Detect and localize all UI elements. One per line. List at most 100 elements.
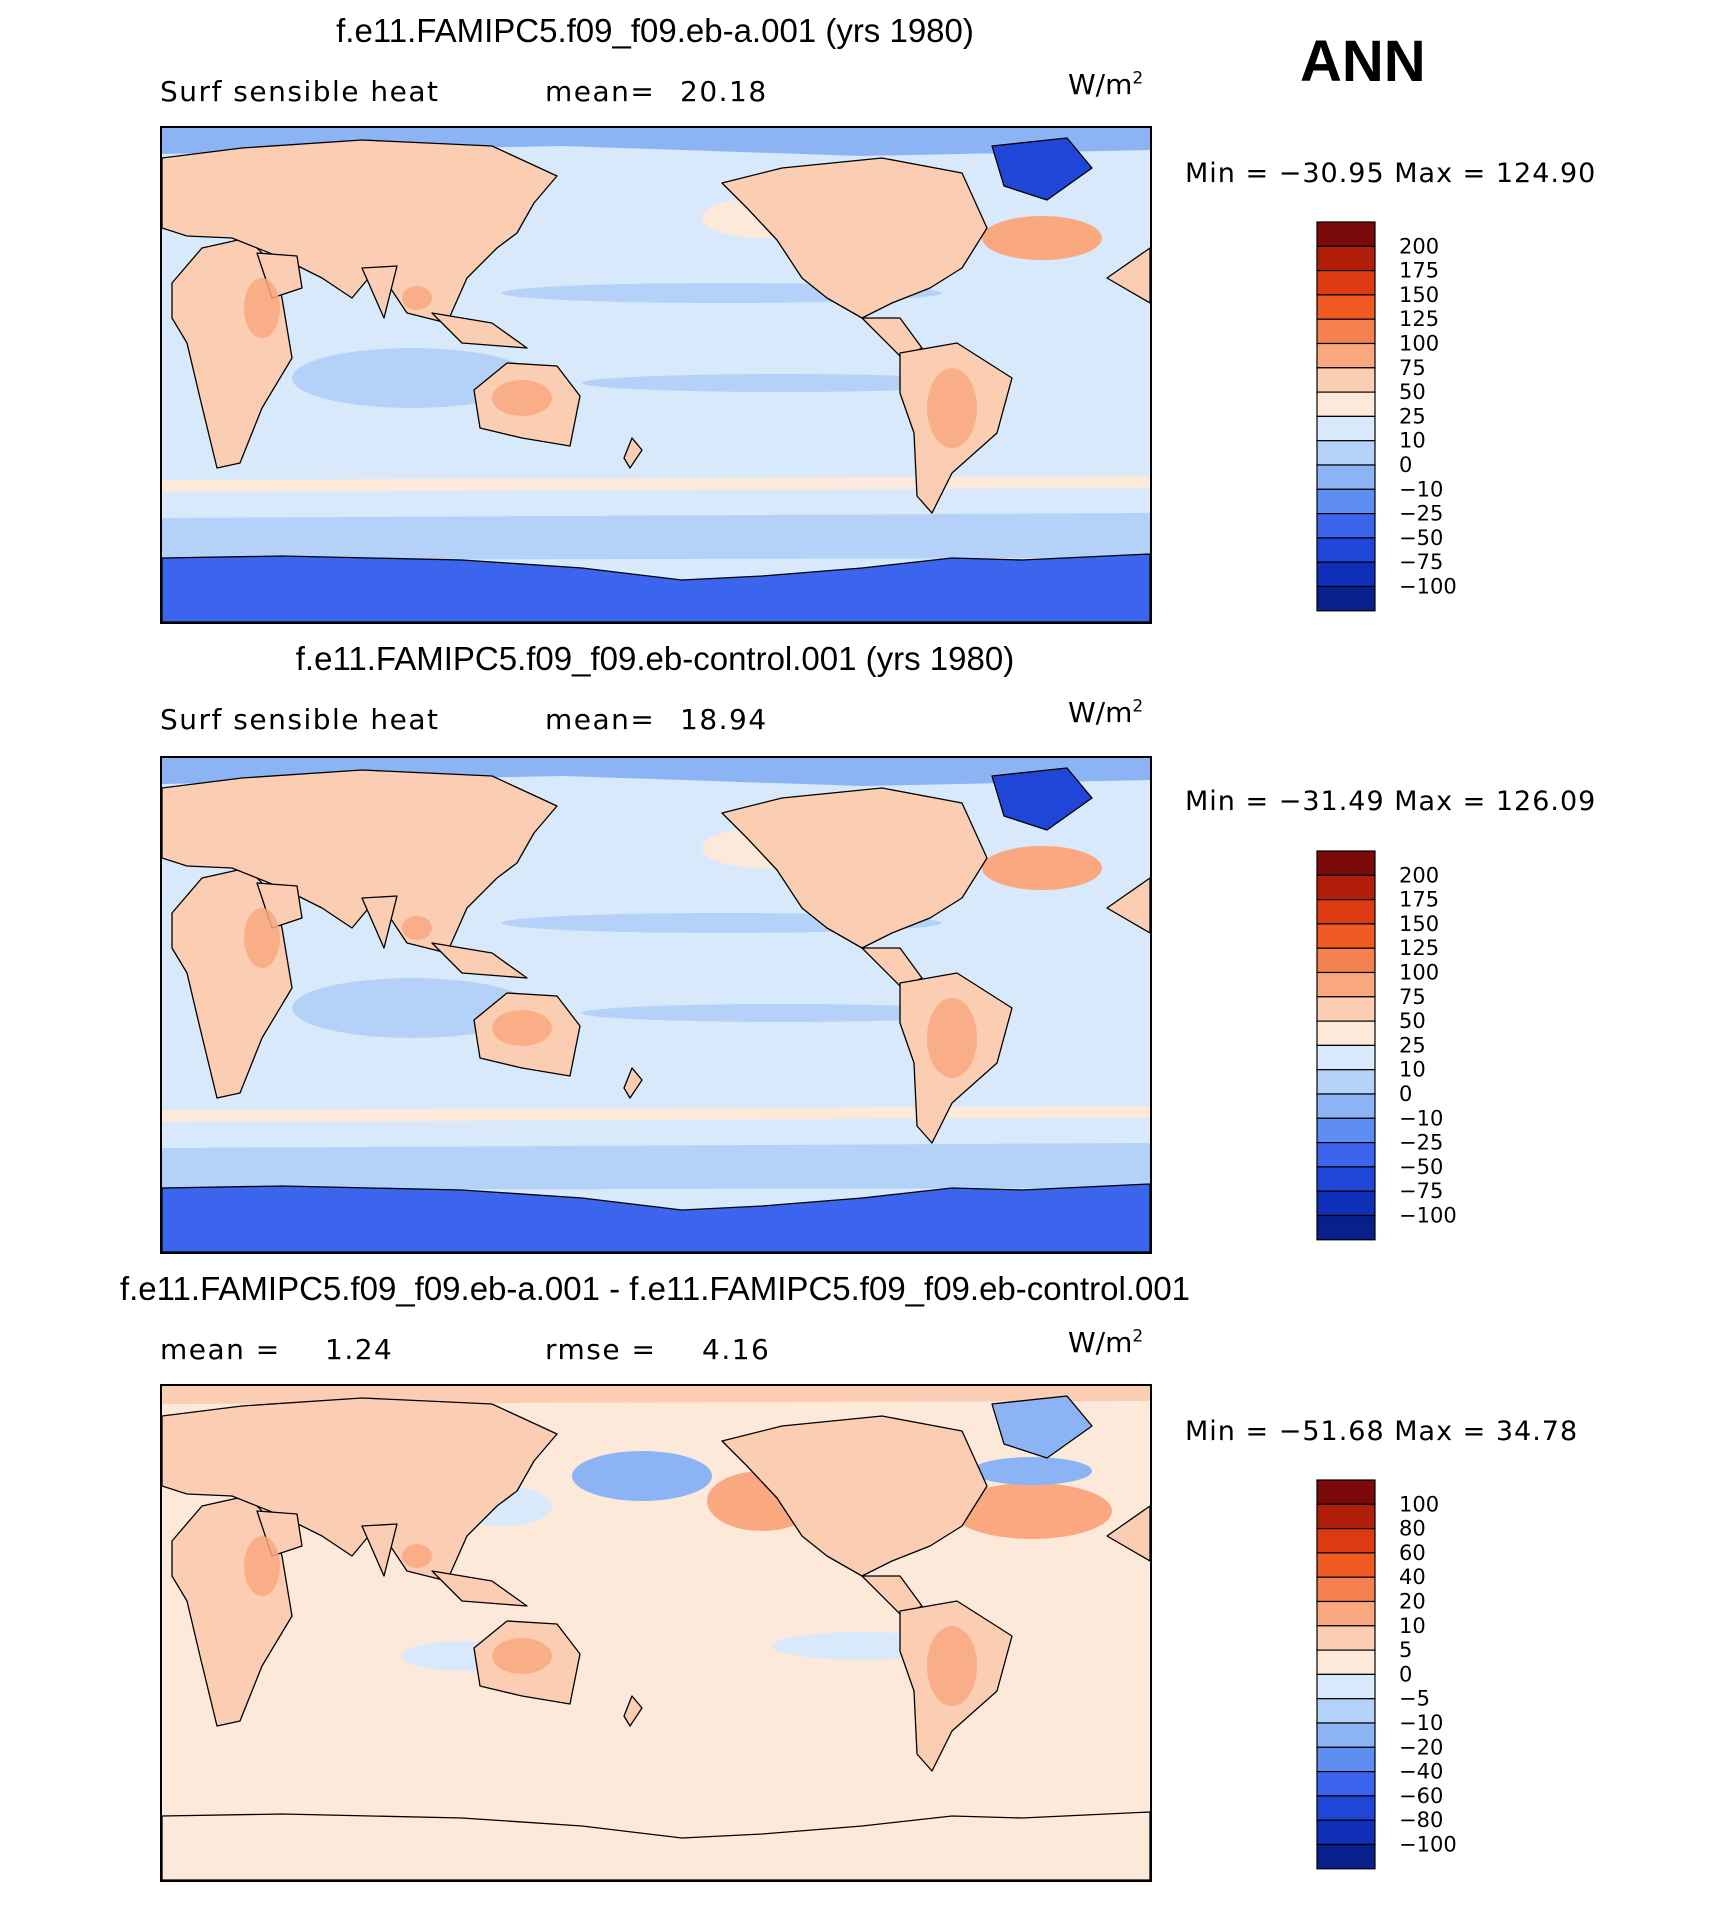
colorbar-tick-label: 25: [1399, 1033, 1426, 1057]
colorbar-swatch: [1316, 1819, 1376, 1846]
field-contour: [982, 846, 1102, 890]
coastline-new-zealand: [623, 437, 643, 469]
colorbar-tick-label: 50: [1399, 1009, 1426, 1033]
field-contour: [244, 908, 280, 968]
colorbar-tick-label: 100: [1399, 332, 1439, 356]
colorbar-tick-label: −75: [1399, 1179, 1443, 1203]
field-contour: [402, 286, 432, 310]
colorbar-swatch: [1316, 1576, 1376, 1603]
colorbar-swatch: [1316, 1527, 1376, 1554]
panel-3-map: [160, 1384, 1152, 1882]
coastline-india: [361, 1523, 398, 1577]
colorbar-tick-label: 75: [1399, 356, 1426, 380]
colorbar-swatch: [1316, 342, 1376, 369]
coastline-north-america: [721, 157, 988, 319]
antarctica: [162, 553, 1150, 622]
colorbar-tick-label: 200: [1399, 863, 1439, 887]
colorbar-tick-label: 175: [1399, 259, 1439, 283]
field-contour: [162, 476, 1150, 492]
panel-1-min-value: −30.95: [1278, 158, 1385, 189]
colorbar-swatch: [1316, 245, 1376, 272]
coastline-se-asia-islands: [431, 942, 528, 979]
panel-3-mean-value: 1.24: [325, 1333, 394, 1366]
colorbar-swatch: [1316, 1843, 1376, 1870]
colorbar-tick-label: 100: [1399, 961, 1439, 985]
coastline-central-america: [861, 947, 923, 989]
panel-1-minmax: Min = −30.95 Max = 124.90: [1185, 158, 1596, 189]
field-contour: [492, 380, 552, 416]
coastline-new-zealand: [623, 1695, 643, 1727]
field-contour: [244, 1536, 280, 1596]
coastline-europe-far: [1106, 247, 1150, 304]
panel-1-min-label: Min =: [1185, 158, 1270, 189]
coastline-greenland: [991, 137, 1093, 201]
colorbar-swatch: [1316, 440, 1376, 466]
colorbar-tick-label: −80: [1399, 1808, 1443, 1832]
colorbar-swatch: [1316, 1214, 1376, 1241]
coastline-europe-far: [1106, 877, 1150, 934]
colorbar-swatch: [1316, 1190, 1376, 1217]
panel-2-title: f.e11.FAMIPC5.f09_f09.eb-control.001 (yr…: [295, 640, 1015, 677]
panel-2-max-value: 126.09: [1495, 786, 1597, 817]
colorbar-tick-label: −25: [1399, 1131, 1443, 1155]
panel-3-rmse-value: 4.16: [702, 1333, 771, 1366]
panel-1-field-label: Surf sensible heat: [160, 75, 440, 108]
colorbar-swatch: [1316, 898, 1376, 925]
colorbar-swatch: [1316, 1479, 1376, 1505]
colorbar-tick-label: 150: [1399, 912, 1439, 936]
field-contour: [927, 368, 977, 448]
colorbar-swatch: [1316, 1166, 1376, 1192]
coastline-se-asia-islands: [431, 312, 528, 349]
colorbar-tick-label: −10: [1399, 1106, 1443, 1130]
colorbar-swatch: [1316, 415, 1376, 442]
colorbar-tick-label: 0: [1399, 1662, 1412, 1686]
colorbar-swatch: [1316, 1698, 1376, 1724]
colorbar-tick-label: 0: [1399, 453, 1412, 477]
colorbar-swatch: [1316, 391, 1376, 418]
panel-3-colorbar: 100 80 60 40 20 10 5 0 −5 −10 −20 −40 −60 −80 −100: [1316, 1479, 1457, 1870]
colorbar-swatch: [1316, 561, 1376, 588]
colorbar-tick-label: −10: [1399, 477, 1443, 501]
colorbar-tick-label: −5: [1399, 1687, 1430, 1711]
coastline-india: [361, 265, 398, 319]
panel-2-min-label: Min =: [1185, 786, 1270, 817]
colorbar-swatch: [1316, 464, 1376, 490]
panel-1-map: [160, 126, 1152, 624]
panel-3-max-label: Max =: [1394, 1416, 1487, 1447]
panel-2-min-value: −31.49: [1278, 786, 1385, 817]
coastline-north-america: [721, 1415, 988, 1577]
colorbar-swatch: [1316, 513, 1376, 539]
field-contour: [572, 1451, 712, 1501]
colorbar-swatch: [1316, 874, 1376, 901]
coastline-north-america: [721, 787, 988, 949]
colorbar-swatch: [1316, 1093, 1376, 1119]
colorbar-swatch: [1316, 585, 1376, 612]
colorbar-tick-label: −50: [1399, 1155, 1443, 1179]
panel-1-colorbar: 200 175 150 125 100 75 50 25 10 0 −10 −25 −50 −75 −100: [1316, 221, 1457, 612]
colorbar-tick-label: 175: [1399, 888, 1439, 912]
colorbar-swatch: [1316, 923, 1376, 949]
field-contour: [402, 916, 432, 940]
coastline-greenland: [991, 1395, 1093, 1459]
colorbar-swatch: [1316, 537, 1376, 563]
colorbar-swatch: [1316, 996, 1376, 1022]
antarctica: [162, 1811, 1150, 1880]
colorbar-swatch: [1316, 1044, 1376, 1071]
colorbar-swatch: [1316, 1625, 1376, 1651]
panel-3-rmse-label: rmse =: [545, 1333, 657, 1366]
coastline-central-america: [861, 1575, 923, 1617]
colorbar-swatch: [1316, 1117, 1376, 1144]
colorbar-tick-label: 10: [1399, 1058, 1426, 1082]
field-contour: [972, 1457, 1092, 1485]
colorbar-swatch: [1316, 318, 1376, 345]
field-contour: [952, 1483, 1112, 1539]
field-contour: [927, 998, 977, 1078]
colorbar-tick-label: 125: [1399, 936, 1439, 960]
season-label: ANN: [1300, 29, 1426, 94]
field-contour: [927, 1626, 977, 1706]
panel-3-units: W/m2: [1068, 1326, 1144, 1359]
colorbar-swatch: [1316, 1673, 1376, 1700]
colorbar-swatch: [1316, 1142, 1376, 1168]
colorbar-tick-label: −75: [1399, 550, 1443, 574]
field-contour: [582, 1004, 982, 1022]
